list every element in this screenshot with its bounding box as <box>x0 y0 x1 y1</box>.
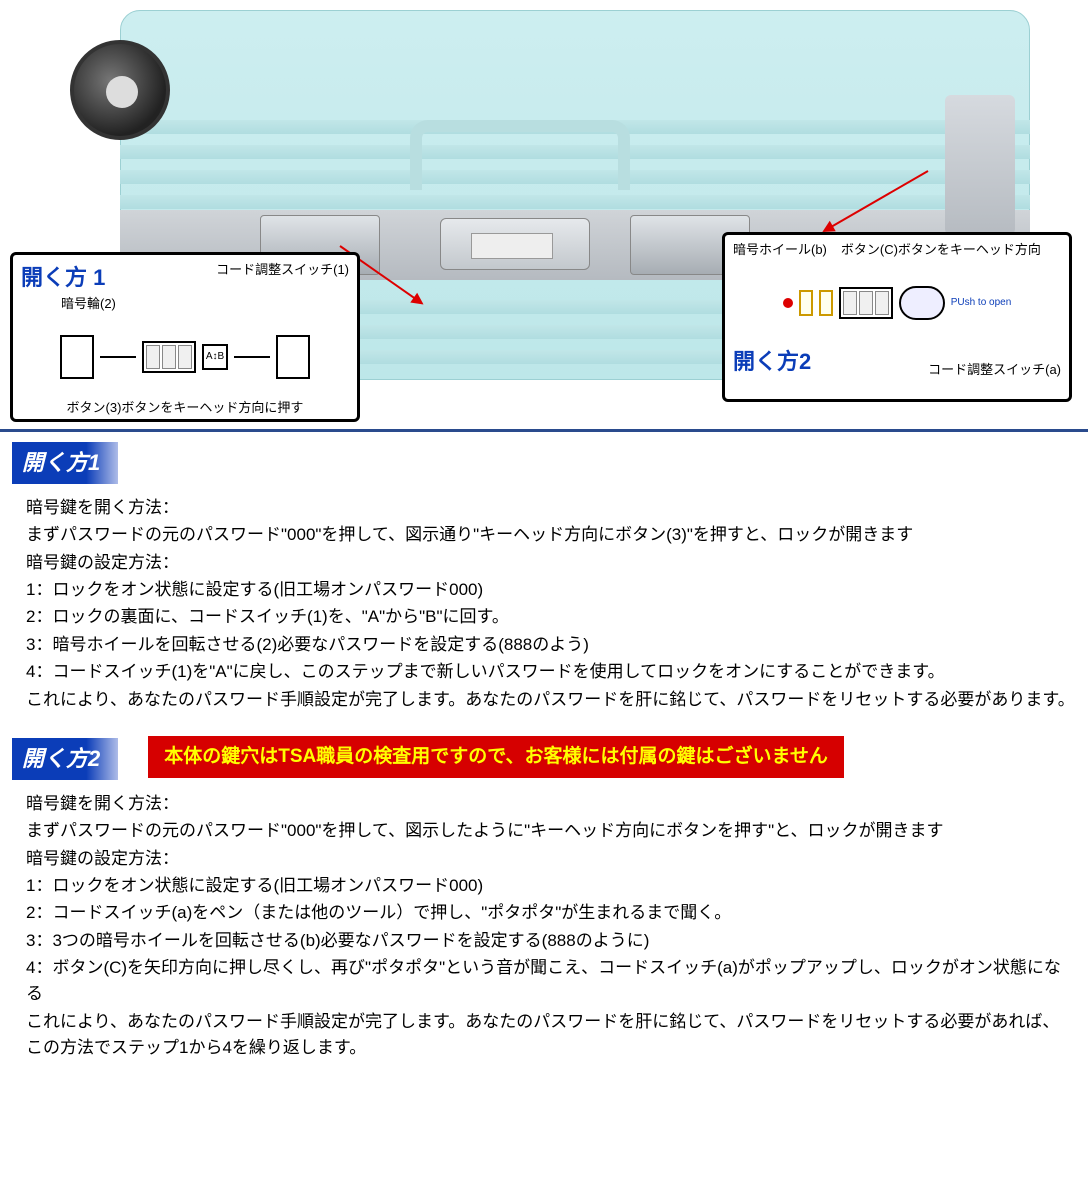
tsa-warning-banner: 本体の鍵穴はTSA職員の検査用ですので、お客様には付属の鍵はございません <box>148 736 844 777</box>
s2-line: 暗号鍵を開く方法： <box>26 791 1076 817</box>
section2-heading: 開く方2 <box>12 738 118 780</box>
s1-line: 3：暗号ホイールを回転させる(2)必要なパスワードを設定する(888のよう) <box>26 632 1076 658</box>
side-lock <box>945 95 1015 235</box>
s2-line: 1：ロックをオン状態に設定する(旧工場オンパスワード000) <box>26 873 1076 899</box>
callout2-wheel: 暗号ホイール(b) <box>733 241 827 259</box>
callout2-code-switch: コード調整スイッチ(a) <box>928 361 1061 379</box>
s1-line: 暗号鍵を開く方法： <box>26 495 1076 521</box>
s2-line: これにより、あなたのパスワード手順設定が完了します。あなたのパスワードを肝に銘じ… <box>26 1009 1076 1062</box>
s1-line: 2：ロックの裏面に、コードスイッチ(1)を、"A"から"B"に回す。 <box>26 604 1076 630</box>
push-button-icon <box>899 286 945 320</box>
callout1-button: ボタン(3)ボタンをキーヘッド方向に押す <box>21 399 349 417</box>
callout1-diagram: A↕B <box>21 317 349 397</box>
callout1-title: 開く方 1 <box>21 261 105 295</box>
s1-line: まずパスワードの元のパスワード"000"を押して、図示通り"キーヘッド方向にボタ… <box>26 522 1076 548</box>
callout2-title: 開く方2 <box>733 345 811 379</box>
s1-line: 1：ロックをオン状態に設定する(旧工場オンパスワード000) <box>26 577 1076 603</box>
callout-method2: 暗号ホイール(b) ボタン(C)ボタンをキーヘッド方向 PUsh to open… <box>722 232 1072 402</box>
section1-heading: 開く方1 <box>12 442 118 484</box>
s2-line: 2：コードスイッチ(a)をペン（または他のツール）で押し、"ポタポタ"が生まれる… <box>26 900 1076 926</box>
callout1-wheel: 暗号輪(2) <box>61 295 349 313</box>
combo-lock-center <box>440 218 590 270</box>
callout1-code-switch: コード調整スイッチ(1) <box>216 261 349 279</box>
hero-diagram: 開く方 1 コード調整スイッチ(1) 暗号輪(2) A↕B ボタン(3)ボタンを… <box>0 0 1088 432</box>
s2-line: 4：ボタン(C)を矢印方向に押し尽くし、再び"ポタポタ"という音が聞こえ、コード… <box>26 955 1076 1008</box>
callout2-button: ボタン(C)ボタンをキーヘッド方向 <box>841 241 1041 259</box>
s2-line: まずパスワードの元のパスワード"000"を押して、図示したように"キーヘッド方向… <box>26 818 1076 844</box>
push-to-open-label: PUsh to open <box>951 295 1012 311</box>
s1-line: これにより、あなたのパスワード手順設定が完了します。あなたのパスワードを肝に銘じ… <box>26 687 1076 713</box>
section1-body: 暗号鍵を開く方法： まずパスワードの元のパスワード"000"を押して、図示通り"… <box>0 490 1088 724</box>
s2-line: 3：3つの暗号ホイールを回転させる(b)必要なパスワードを設定する(888のよう… <box>26 928 1076 954</box>
section2-body: 暗号鍵を開く方法： まずパスワードの元のパスワード"000"を押して、図示したよ… <box>0 786 1088 1072</box>
s1-line: 暗号鍵の設定方法： <box>26 550 1076 576</box>
callout-method1: 開く方 1 コード調整スイッチ(1) 暗号輪(2) A↕B ボタン(3)ボタンを… <box>10 252 360 422</box>
callout2-diagram: PUsh to open <box>733 263 1061 343</box>
wheel-icon <box>70 40 170 140</box>
s2-line: 暗号鍵の設定方法： <box>26 846 1076 872</box>
s1-line: 4：コードスイッチ(1)を"A"に戻し、このステップまで新しいパスワードを使用し… <box>26 659 1076 685</box>
